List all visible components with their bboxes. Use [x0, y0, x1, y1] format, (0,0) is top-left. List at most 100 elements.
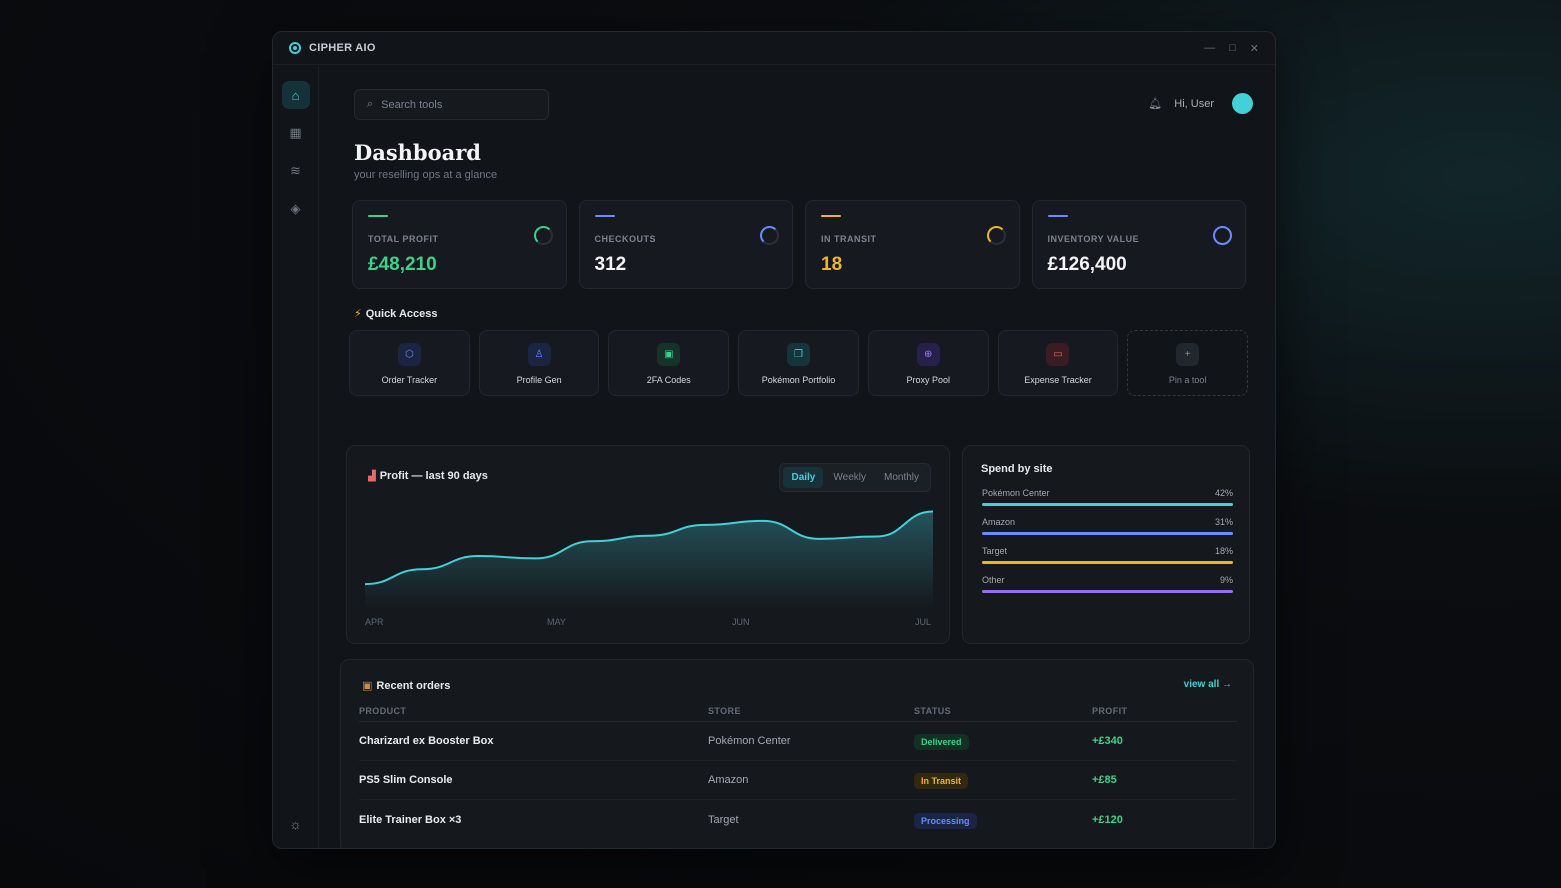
sun-icon: ☼: [289, 816, 302, 832]
minimize-icon[interactable]: —: [1204, 41, 1216, 54]
stat-accent: [594, 215, 615, 217]
spend-row: Target 18%: [982, 546, 1233, 575]
profit-chart: [365, 510, 933, 608]
stat-accent: [1047, 215, 1068, 217]
stat-card: TOTAL PROFIT £48,210: [352, 200, 567, 289]
spend-bar: [982, 590, 1233, 593]
copy-icon: ❐: [787, 343, 811, 366]
tab-daily[interactable]: Daily: [783, 467, 824, 488]
hexagon-icon: ⬡: [397, 343, 421, 366]
quick-access-item[interactable]: ⊕ Proxy Pool: [867, 330, 989, 396]
sidebar-item-home[interactable]: ⌂: [281, 81, 310, 109]
table-row[interactable]: Elite Trainer Box ×3 Target Processing +£12…: [359, 800, 1237, 839]
sidebar: ⌂ ▦ ≋ ◈ ☼: [273, 65, 319, 848]
status-badge: In Transit: [914, 773, 969, 789]
maximize-icon[interactable]: □: [1229, 41, 1236, 54]
store-cell: Pokémon Center: [708, 735, 791, 747]
column-header: PRODUCT: [359, 705, 407, 716]
quick-access-label: Expense Tracker: [1024, 375, 1092, 385]
quick-access-item[interactable]: ⬡ Order Tracker: [349, 330, 470, 396]
home-icon: ⌂: [291, 87, 300, 103]
spend-percent: 42%: [1214, 488, 1233, 498]
stat-value: 312: [594, 254, 627, 275]
quick-access-label: Proxy Pool: [906, 375, 950, 385]
globe-icon: ⊕: [916, 343, 940, 366]
sidebar-item-layers[interactable]: ◈: [282, 195, 310, 223]
product-cell: Elite Trainer Box ×3: [359, 813, 462, 826]
stat-value: 18: [821, 254, 843, 275]
search-input[interactable]: [381, 98, 532, 111]
sidebar-item-network[interactable]: ≋: [282, 157, 310, 185]
stat-label: TOTAL PROFIT: [368, 234, 439, 244]
bolt-icon: ⚡︎: [354, 308, 362, 320]
main-content: ⌕ 🔔︎ Hi, User Dashboard your reselling o…: [319, 65, 1275, 848]
stat-card: CHECKOUTS 312: [578, 200, 793, 289]
theme-toggle[interactable]: ☼: [289, 816, 302, 832]
column-header: PROFIT: [1092, 705, 1128, 716]
user-icon: ♙: [527, 343, 551, 366]
lock-icon: ▣: [657, 343, 681, 366]
quick-access-title: ⚡︎ Quick Access: [354, 308, 438, 320]
profit-line: [365, 510, 933, 586]
view-all-link[interactable]: view all →: [1183, 679, 1232, 690]
search-icon: ⌕: [367, 98, 374, 110]
avatar[interactable]: [1232, 93, 1253, 114]
column-header: STATUS: [914, 705, 952, 716]
tab-monthly[interactable]: Monthly: [883, 472, 919, 483]
status-badge: Delivered: [914, 734, 969, 750]
layers-icon: ◈: [290, 201, 301, 216]
tab-weekly[interactable]: Weekly: [833, 472, 866, 483]
column-header: STORE: [708, 705, 741, 716]
quick-access-item[interactable]: ♙ Profile Gen: [478, 330, 600, 396]
app-title: CIPHER AIO: [309, 42, 376, 54]
spend-row: Amazon 31%: [982, 517, 1233, 546]
stat-card: IN TRANSIT 18: [805, 200, 1020, 289]
spinner-icon: [533, 226, 553, 245]
spinner-icon: [1213, 226, 1232, 245]
spend-row-header: Target 18%: [982, 546, 1233, 556]
titlebar: CIPHER AIO — □ ✕: [273, 32, 1275, 65]
orders-card: ▣ Recent orders view all → PRODUCT STORE …: [340, 659, 1254, 848]
spend-card: Spend by site Pokémon Center 42% Amazon 31%…: [962, 445, 1250, 644]
plus-icon: +: [1176, 343, 1200, 366]
orders-title: ▣ Recent orders: [362, 680, 451, 692]
sidebar-item-apps[interactable]: ▦: [282, 119, 310, 147]
quick-access-grid: ⬡ Order Tracker ♙ Profile Gen ▣ 2FA Codes ❐ Pok…: [349, 330, 1249, 396]
stat-label: CHECKOUTS: [594, 234, 657, 244]
pin-tool-button[interactable]: + Pin a tool: [1127, 330, 1249, 396]
orders-table: PRODUCT STORE STATUS PROFIT Charizard ex…: [359, 700, 1237, 839]
product-cell: PS5 Slim Console: [359, 774, 453, 786]
table-header: PRODUCT STORE STATUS PROFIT: [359, 700, 1237, 722]
user-area: 🔔︎ Hi, User: [1148, 93, 1253, 114]
spend-site-name: Other: [982, 575, 1005, 585]
spend-bar: [982, 561, 1233, 564]
quick-access-label: Pokémon Portfolio: [761, 375, 836, 385]
chart-icon: ▟: [368, 471, 376, 482]
close-icon[interactable]: ✕: [1249, 42, 1259, 55]
quick-access-item[interactable]: ❐ Pokémon Portfolio: [738, 330, 859, 396]
quick-access-item[interactable]: ▭ Expense Tracker: [997, 330, 1119, 396]
spend-site-name: Pokémon Center: [982, 488, 1050, 498]
quick-access-label: 2FA Codes: [646, 375, 691, 385]
bell-icon[interactable]: 🔔︎: [1148, 98, 1163, 110]
table-body: Charizard ex Booster Box Pokémon Center De…: [359, 722, 1237, 839]
quick-access-item[interactable]: ▣ 2FA Codes: [608, 330, 730, 396]
table-row[interactable]: Charizard ex Booster Box Pokémon Center De…: [359, 722, 1237, 761]
range-tabs: Daily Weekly Monthly: [779, 463, 931, 492]
stat-card: INVENTORY VALUE £126,400: [1031, 200, 1246, 289]
spend-row-header: Pokémon Center 42%: [982, 488, 1233, 498]
stats-row: TOTAL PROFIT £48,210 CHECKOUTS 312 IN TRANSI…: [352, 200, 1246, 289]
table-row[interactable]: PS5 Slim Console Amazon In Transit +£85: [359, 761, 1237, 800]
stat-accent: [821, 215, 841, 217]
quick-access-label: Order Tracker: [381, 375, 438, 385]
x-axis-label: MAY: [547, 617, 566, 627]
grid-icon: ▦: [289, 125, 302, 140]
user-greeting: Hi, User: [1174, 97, 1214, 110]
profit-area: [365, 511, 933, 608]
spend-percent: 31%: [1214, 517, 1233, 527]
spend-row: Other 9%: [982, 575, 1233, 604]
store-cell: Target: [708, 813, 739, 826]
spend-row-header: Amazon 31%: [982, 517, 1233, 527]
search-box[interactable]: ⌕: [354, 89, 549, 120]
stat-value: £48,210: [368, 254, 437, 275]
